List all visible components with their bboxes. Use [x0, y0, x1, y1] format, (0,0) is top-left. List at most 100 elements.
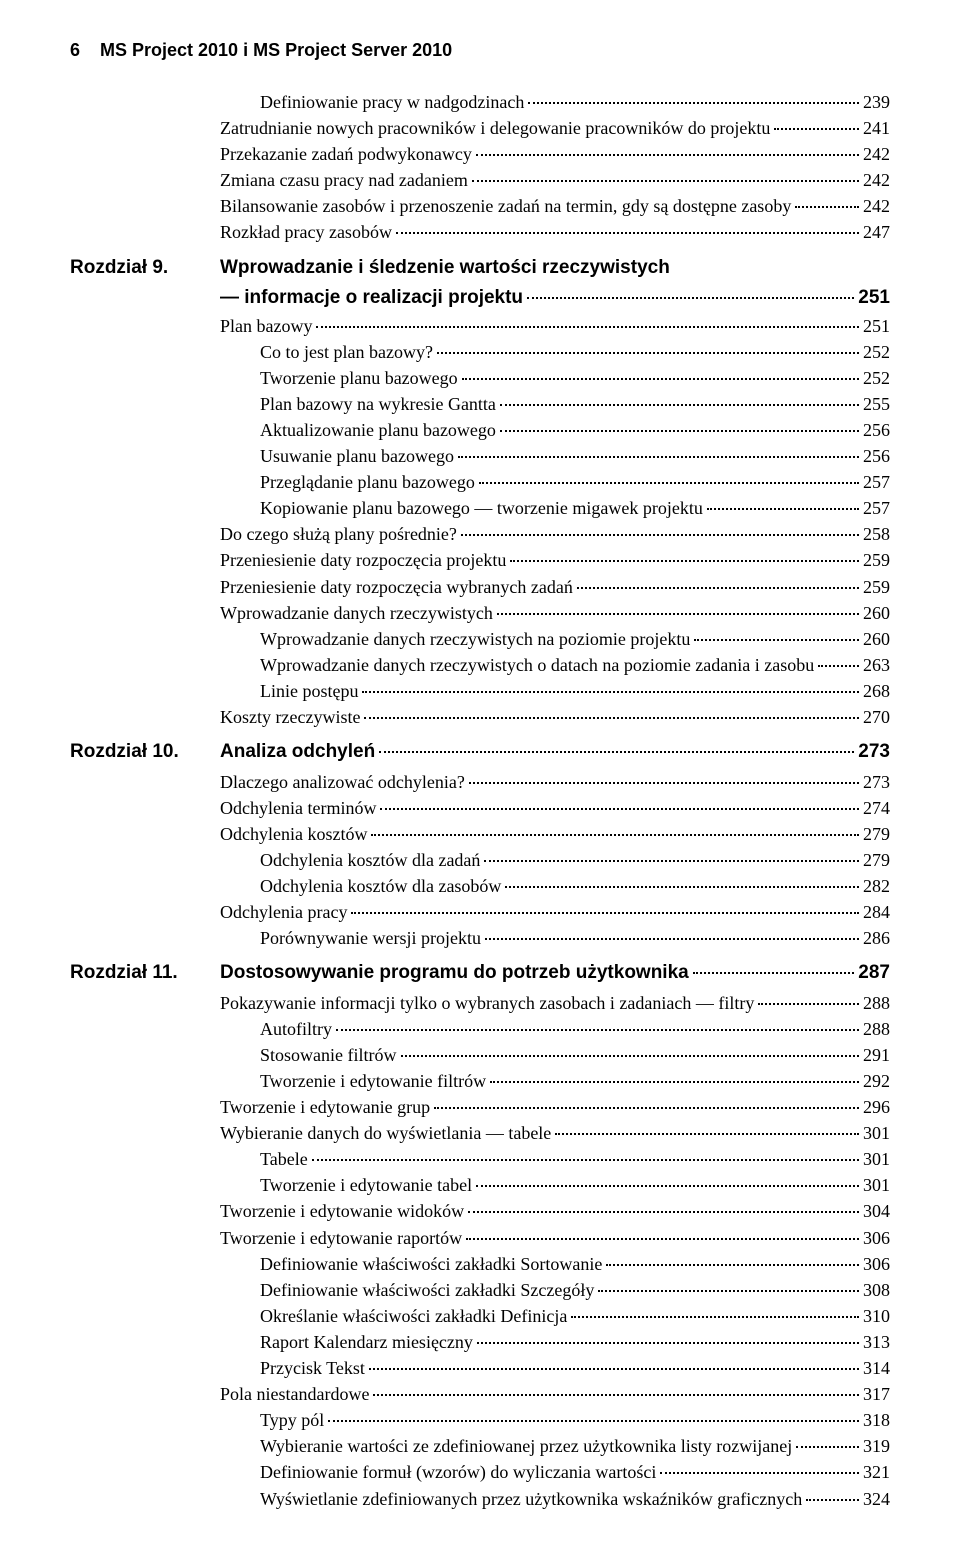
- toc-entry-text: Odchylenia kosztów dla zadań: [260, 847, 480, 873]
- page-ref: 296: [863, 1094, 890, 1120]
- leader-dots: [362, 691, 859, 693]
- leader-dots: [369, 1368, 859, 1370]
- toc-entry-text: Wprowadzanie danych rzeczywistych na poz…: [260, 626, 690, 652]
- toc-entry-text: Wprowadzanie danych rzeczywistych: [220, 600, 493, 626]
- chapter-label: Rozdział 10.: [70, 738, 220, 767]
- leader-dots: [312, 1159, 859, 1161]
- toc-entry: Autofiltry 288: [70, 1016, 890, 1042]
- toc-entry-text: Przeniesienie daty rozpoczęcia projektu: [220, 547, 506, 573]
- toc-entry-text: Tworzenie i edytowanie widoków: [220, 1198, 464, 1224]
- leader-dots: [328, 1420, 859, 1422]
- toc-entry-text: Tworzenie i edytowanie raportów: [220, 1225, 462, 1251]
- chapter-label: Rozdział 9.: [70, 254, 220, 283]
- page-ref: 310: [863, 1303, 890, 1329]
- page-ref: 251: [863, 313, 890, 339]
- leader-dots: [606, 1264, 859, 1266]
- toc-entry: Koszty rzeczywiste 270: [70, 704, 890, 730]
- toc-entry: Plan bazowy na wykresie Gantta 255: [70, 391, 890, 417]
- chapter-heading: Rozdział 10.Analiza odchyleń 273: [70, 738, 890, 767]
- toc-entry: Wprowadzanie danych rzeczywistych o data…: [70, 652, 890, 678]
- page-ref: 252: [863, 339, 890, 365]
- toc-entry: Wprowadzanie danych rzeczywistych na poz…: [70, 626, 890, 652]
- toc-entry-text: Odchylenia terminów: [220, 795, 376, 821]
- toc-entry: Do czego służą plany pośrednie? 258: [70, 521, 890, 547]
- toc-entry-text: Plan bazowy: [220, 313, 312, 339]
- leader-dots: [468, 1211, 859, 1213]
- toc-entry: Dlaczego analizować odchylenia? 273: [70, 769, 890, 795]
- toc-entry: Plan bazowy 251: [70, 313, 890, 339]
- chapter-title: Analiza odchyleń: [220, 738, 375, 767]
- toc-entry: Określanie właściwości zakładki Definicj…: [70, 1303, 890, 1329]
- leader-dots: [500, 404, 859, 406]
- page-ref: 306: [863, 1251, 890, 1277]
- leader-dots: [476, 1185, 859, 1187]
- leader-dots: [476, 154, 859, 156]
- page-ref: 273: [858, 738, 890, 767]
- toc-entry-text: Wybieranie wartości ze zdefiniowanej prz…: [260, 1433, 792, 1459]
- leader-dots: [528, 102, 859, 104]
- toc-entry-text: Przycisk Tekst: [260, 1355, 365, 1381]
- page-ref: 260: [863, 600, 890, 626]
- toc-entry-text: Tworzenie i edytowanie tabel: [260, 1172, 472, 1198]
- page-ref: 291: [863, 1042, 890, 1068]
- toc-entry: Wybieranie wartości ze zdefiniowanej prz…: [70, 1433, 890, 1459]
- toc-entry: Linie postępu 268: [70, 678, 890, 704]
- toc-entry: Definiowanie właściwości zakładki Sortow…: [70, 1251, 890, 1277]
- leader-dots: [364, 717, 859, 719]
- chapter-heading: Rozdział 9.Wprowadzanie i śledzenie wart…: [70, 254, 890, 283]
- page-ref: 274: [863, 795, 890, 821]
- toc-entry-text: Kopiowanie planu bazowego — tworzenie mi…: [260, 495, 703, 521]
- page-ref: 263: [863, 652, 890, 678]
- toc-entry: Tworzenie i edytowanie tabel 301: [70, 1172, 890, 1198]
- toc-entry: Definiowanie pracy w nadgodzinach 239: [70, 89, 890, 115]
- toc-entry: Wprowadzanie danych rzeczywistych 260: [70, 600, 890, 626]
- leader-dots: [469, 782, 859, 784]
- leader-dots: [316, 326, 859, 328]
- page-ref: 273: [863, 769, 890, 795]
- leader-dots: [598, 1290, 859, 1292]
- leader-dots: [434, 1107, 859, 1109]
- page-ref: 251: [858, 284, 890, 313]
- page-ref: 252: [863, 365, 890, 391]
- page-ref: 301: [863, 1172, 890, 1198]
- leader-dots: [336, 1029, 859, 1031]
- toc-entry: Definiowanie właściwości zakładki Szczeg…: [70, 1277, 890, 1303]
- page-ref: 268: [863, 678, 890, 704]
- toc-entry-text: Autofiltry: [260, 1016, 332, 1042]
- leader-dots: [505, 886, 859, 888]
- page-ref: 319: [863, 1433, 890, 1459]
- page-ref: 242: [863, 141, 890, 167]
- toc-entry-text: Wprowadzanie danych rzeczywistych o data…: [260, 652, 814, 678]
- page-ref: 288: [863, 1016, 890, 1042]
- toc-entry-text: Definiowanie właściwości zakładki Szczeg…: [260, 1277, 594, 1303]
- toc-entry-text: Odchylenia pracy: [220, 899, 347, 925]
- toc-entry: Zmiana czasu pracy nad zadaniem 242: [70, 167, 890, 193]
- toc-entry-text: Przekazanie zadań podwykonawcy: [220, 141, 472, 167]
- page-ref: 304: [863, 1198, 890, 1224]
- page-ref: 247: [863, 219, 890, 245]
- page-ref: 317: [863, 1381, 890, 1407]
- page-ref: 260: [863, 626, 890, 652]
- toc-entry-text: Rozkład pracy zasobów: [220, 219, 392, 245]
- page-ref: 257: [863, 469, 890, 495]
- page-ref: 301: [863, 1120, 890, 1146]
- toc-entry-text: Dlaczego analizować odchylenia?: [220, 769, 465, 795]
- toc-entry: Tabele 301: [70, 1146, 890, 1172]
- toc-entry: Odchylenia kosztów 279: [70, 821, 890, 847]
- leader-dots: [462, 378, 859, 380]
- page-ref: 301: [863, 1146, 890, 1172]
- toc-entry: Odchylenia kosztów dla zasobów 282: [70, 873, 890, 899]
- toc-entry: Zatrudnianie nowych pracowników i delego…: [70, 115, 890, 141]
- leader-dots: [500, 430, 859, 432]
- page-ref: 292: [863, 1068, 890, 1094]
- leader-dots: [380, 808, 859, 810]
- toc-entry-text: Do czego służą plany pośrednie?: [220, 521, 457, 547]
- page-ref: 279: [863, 847, 890, 873]
- toc-entry: Tworzenie i edytowanie widoków 304: [70, 1198, 890, 1224]
- toc-entry-text: Tworzenie i edytowanie grup: [220, 1094, 430, 1120]
- page-ref: 259: [863, 547, 890, 573]
- leader-dots: [660, 1472, 859, 1474]
- leader-dots: [510, 560, 859, 562]
- leader-dots: [373, 1394, 859, 1396]
- leader-dots: [497, 613, 859, 615]
